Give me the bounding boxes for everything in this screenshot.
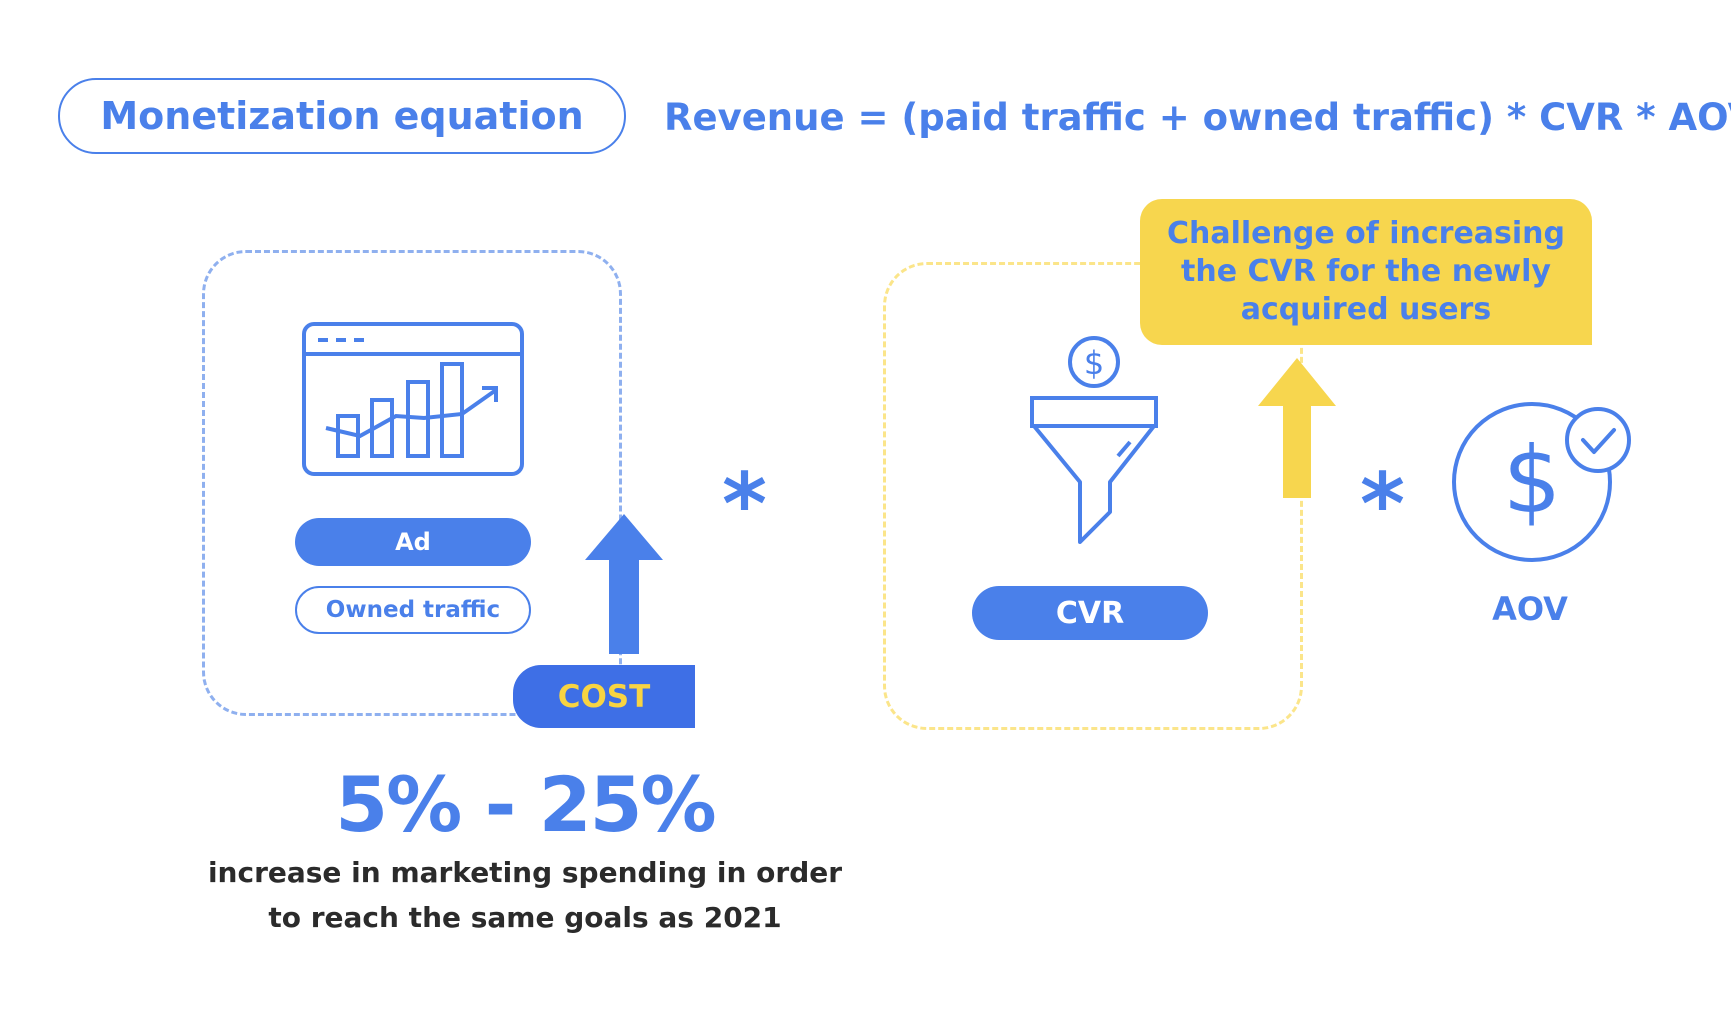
challenge-callout: Challenge of increasing the CVR for the … — [1140, 199, 1592, 345]
ad-pill: Ad — [295, 518, 531, 566]
revenue-equation: Revenue = (paid traffic + owned traffic)… — [664, 96, 1731, 139]
cvr-label: CVR — [1055, 595, 1125, 631]
spending-increase-caption: increase in marketing spending in order … — [207, 856, 843, 934]
title-pill: Monetization equation — [58, 78, 626, 154]
cvr-up-arrow-icon — [1258, 358, 1336, 498]
cost-label: COST — [557, 678, 651, 715]
cvr-pill: CVR — [972, 586, 1208, 640]
spending-increase-range: 5% - 25% — [335, 760, 716, 849]
title-text: Monetization equation — [100, 94, 584, 138]
bar-chart-browser-icon — [302, 322, 524, 476]
multiply-operator-1: * — [722, 455, 767, 555]
traffic-group-box — [202, 250, 622, 716]
owned-traffic-label: Owned traffic — [325, 597, 501, 623]
cost-up-arrow-icon — [585, 514, 663, 654]
ad-label: Ad — [395, 528, 431, 556]
challenge-text: Challenge of increasing the CVR for the … — [1166, 216, 1566, 327]
owned-traffic-pill: Owned traffic — [295, 586, 531, 634]
svg-text:$: $ — [1503, 427, 1562, 534]
aov-label: AOV — [1492, 590, 1568, 628]
multiply-operator-2: * — [1360, 455, 1405, 555]
dollar-check-icon: $ — [1452, 402, 1631, 562]
svg-text:$: $ — [1084, 344, 1104, 382]
cost-label-box: COST — [513, 665, 695, 728]
dollar-funnel-icon: $ — [1030, 336, 1158, 544]
